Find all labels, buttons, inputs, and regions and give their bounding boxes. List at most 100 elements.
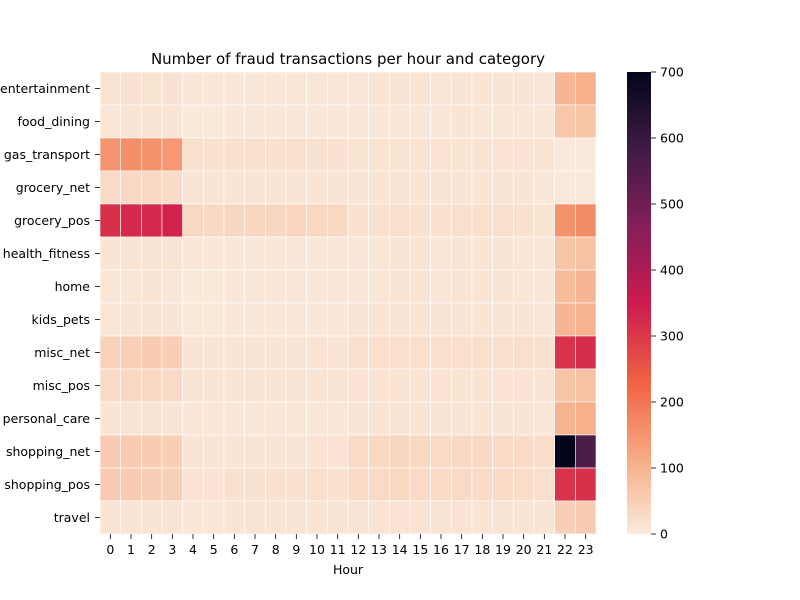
- heatmap-cell-grocery_net-21: [533, 170, 555, 205]
- heatmap-cell-home-16: [430, 269, 452, 304]
- x-tick-label-12: 12: [350, 542, 366, 557]
- heatmap-cell-food_dining-3: [161, 104, 183, 139]
- heatmap-cell-personal_care-13: [368, 401, 390, 436]
- colorbar-tick-label-600: 600: [660, 131, 684, 146]
- x-tick-label-7: 7: [251, 542, 259, 557]
- heatmap-cell-shopping_net-10: [306, 434, 328, 469]
- heatmap-cell-personal_care-17: [451, 401, 473, 436]
- heatmap-cell-misc_pos-22: [554, 368, 576, 403]
- heatmap-cell-misc_pos-2: [141, 368, 163, 403]
- heatmap-cell-grocery_net-18: [471, 170, 493, 205]
- heatmap-cell-food_dining-20: [513, 104, 535, 139]
- heatmap-cell-gas_transport-10: [306, 137, 328, 172]
- heatmap-cell-misc_net-12: [347, 335, 369, 370]
- heatmap-cell-food_dining-6: [223, 104, 245, 139]
- heatmap-cell-kids_pets-7: [244, 302, 266, 337]
- heatmap-cell-misc_pos-18: [471, 368, 493, 403]
- heatmap-cell-shopping_net-15: [409, 434, 431, 469]
- y-tick-label-kids_pets: kids_pets: [32, 312, 90, 327]
- heatmap-cell-personal_care-7: [244, 401, 266, 436]
- heatmap-cell-health_fitness-0: [99, 236, 121, 271]
- heatmap-cell-grocery_pos-2: [141, 203, 163, 238]
- heatmap-cell-misc_net-15: [409, 335, 431, 370]
- heatmap-cell-misc_net-2: [141, 335, 163, 370]
- colorbar-tick-label-500: 500: [660, 197, 684, 212]
- heatmap-cell-entertainment-18: [471, 71, 493, 106]
- heatmap-cell-entertainment-8: [265, 71, 287, 106]
- heatmap-cell-misc_net-11: [327, 335, 349, 370]
- heatmap-cell-shopping_net-8: [265, 434, 287, 469]
- heatmap-cell-food_dining-19: [492, 104, 514, 139]
- heatmap-cell-shopping_pos-16: [430, 467, 452, 502]
- heatmap-cell-grocery_pos-18: [471, 203, 493, 238]
- heatmap-cell-grocery_pos-21: [533, 203, 555, 238]
- heatmap-cell-gas_transport-21: [533, 137, 555, 172]
- x-tick-label-6: 6: [230, 542, 238, 557]
- heatmap-cell-gas_transport-6: [223, 137, 245, 172]
- heatmap-cell-shopping_pos-18: [471, 467, 493, 502]
- colorbar-tick-label-200: 200: [660, 395, 684, 410]
- x-tick-label-14: 14: [392, 542, 408, 557]
- heatmap-cell-food_dining-17: [451, 104, 473, 139]
- heatmap-cell-travel-22: [554, 500, 576, 535]
- heatmap-cell-kids_pets-19: [492, 302, 514, 337]
- heatmap-cell-entertainment-17: [451, 71, 473, 106]
- heatmap-cell-personal_care-22: [554, 401, 576, 436]
- heatmap-cell-shopping_pos-5: [203, 467, 225, 502]
- heatmap-cell-kids_pets-0: [99, 302, 121, 337]
- heatmap-cell-gas_transport-18: [471, 137, 493, 172]
- heatmap-cell-grocery_net-7: [244, 170, 266, 205]
- y-tick-label-personal_care: personal_care: [3, 411, 91, 426]
- heatmap-cell-shopping_net-20: [513, 434, 535, 469]
- heatmap-cell-home-17: [451, 269, 473, 304]
- heatmap-cell-misc_net-18: [471, 335, 493, 370]
- heatmap-cell-travel-2: [141, 500, 163, 535]
- heatmap-cell-travel-6: [223, 500, 245, 535]
- heatmap-cell-shopping_pos-3: [161, 467, 183, 502]
- heatmap-cell-shopping_pos-14: [389, 467, 411, 502]
- heatmap-cell-misc_net-21: [533, 335, 555, 370]
- heatmap-cell-shopping_net-16: [430, 434, 452, 469]
- heatmap-cell-kids_pets-5: [203, 302, 225, 337]
- heatmap-cell-travel-7: [244, 500, 266, 535]
- heatmap-cell-travel-12: [347, 500, 369, 535]
- heatmap-cell-kids_pets-18: [471, 302, 493, 337]
- heatmap-cell-grocery_pos-6: [223, 203, 245, 238]
- heatmap-cell-shopping_pos-0: [99, 467, 121, 502]
- heatmap-cell-misc_net-3: [161, 335, 183, 370]
- heatmap-cell-shopping_net-9: [285, 434, 307, 469]
- heatmap-cell-grocery_net-12: [347, 170, 369, 205]
- heatmap-cell-grocery_pos-8: [265, 203, 287, 238]
- heatmap-cell-entertainment-12: [347, 71, 369, 106]
- heatmap-cell-grocery_net-16: [430, 170, 452, 205]
- x-tick-label-23: 23: [578, 542, 594, 557]
- heatmap-cell-personal_care-2: [141, 401, 163, 436]
- heatmap-cell-food_dining-11: [327, 104, 349, 139]
- heatmap-cell-gas_transport-19: [492, 137, 514, 172]
- heatmap-cell-grocery_pos-14: [389, 203, 411, 238]
- heatmap-cell-home-18: [471, 269, 493, 304]
- x-tick-label-10: 10: [309, 542, 325, 557]
- heatmap-cell-kids_pets-21: [533, 302, 555, 337]
- heatmap-cell-food_dining-22: [554, 104, 576, 139]
- heatmap-cell-entertainment-20: [513, 71, 535, 106]
- heatmap-cell-entertainment-19: [492, 71, 514, 106]
- heatmap-cell-grocery_pos-16: [430, 203, 452, 238]
- x-tick-label-4: 4: [189, 542, 197, 557]
- heatmap-cell-misc_net-5: [203, 335, 225, 370]
- heatmap-cell-travel-8: [265, 500, 287, 535]
- heatmap-cell-personal_care-6: [223, 401, 245, 436]
- heatmap-cell-entertainment-21: [533, 71, 555, 106]
- heatmap-cell-travel-14: [389, 500, 411, 535]
- x-tick-label-17: 17: [454, 542, 470, 557]
- heatmap-cell-entertainment-13: [368, 71, 390, 106]
- heatmap-cell-misc_pos-3: [161, 368, 183, 403]
- colorbar-tick-label-700: 700: [660, 65, 684, 80]
- heatmap-cell-kids_pets-22: [554, 302, 576, 337]
- heatmap-cell-entertainment-6: [223, 71, 245, 106]
- heatmap-cell-travel-20: [513, 500, 535, 535]
- heatmap-cell-home-22: [554, 269, 576, 304]
- heatmap-cell-grocery_pos-4: [182, 203, 204, 238]
- heatmap-cell-gas_transport-4: [182, 137, 204, 172]
- heatmap-cell-gas_transport-20: [513, 137, 535, 172]
